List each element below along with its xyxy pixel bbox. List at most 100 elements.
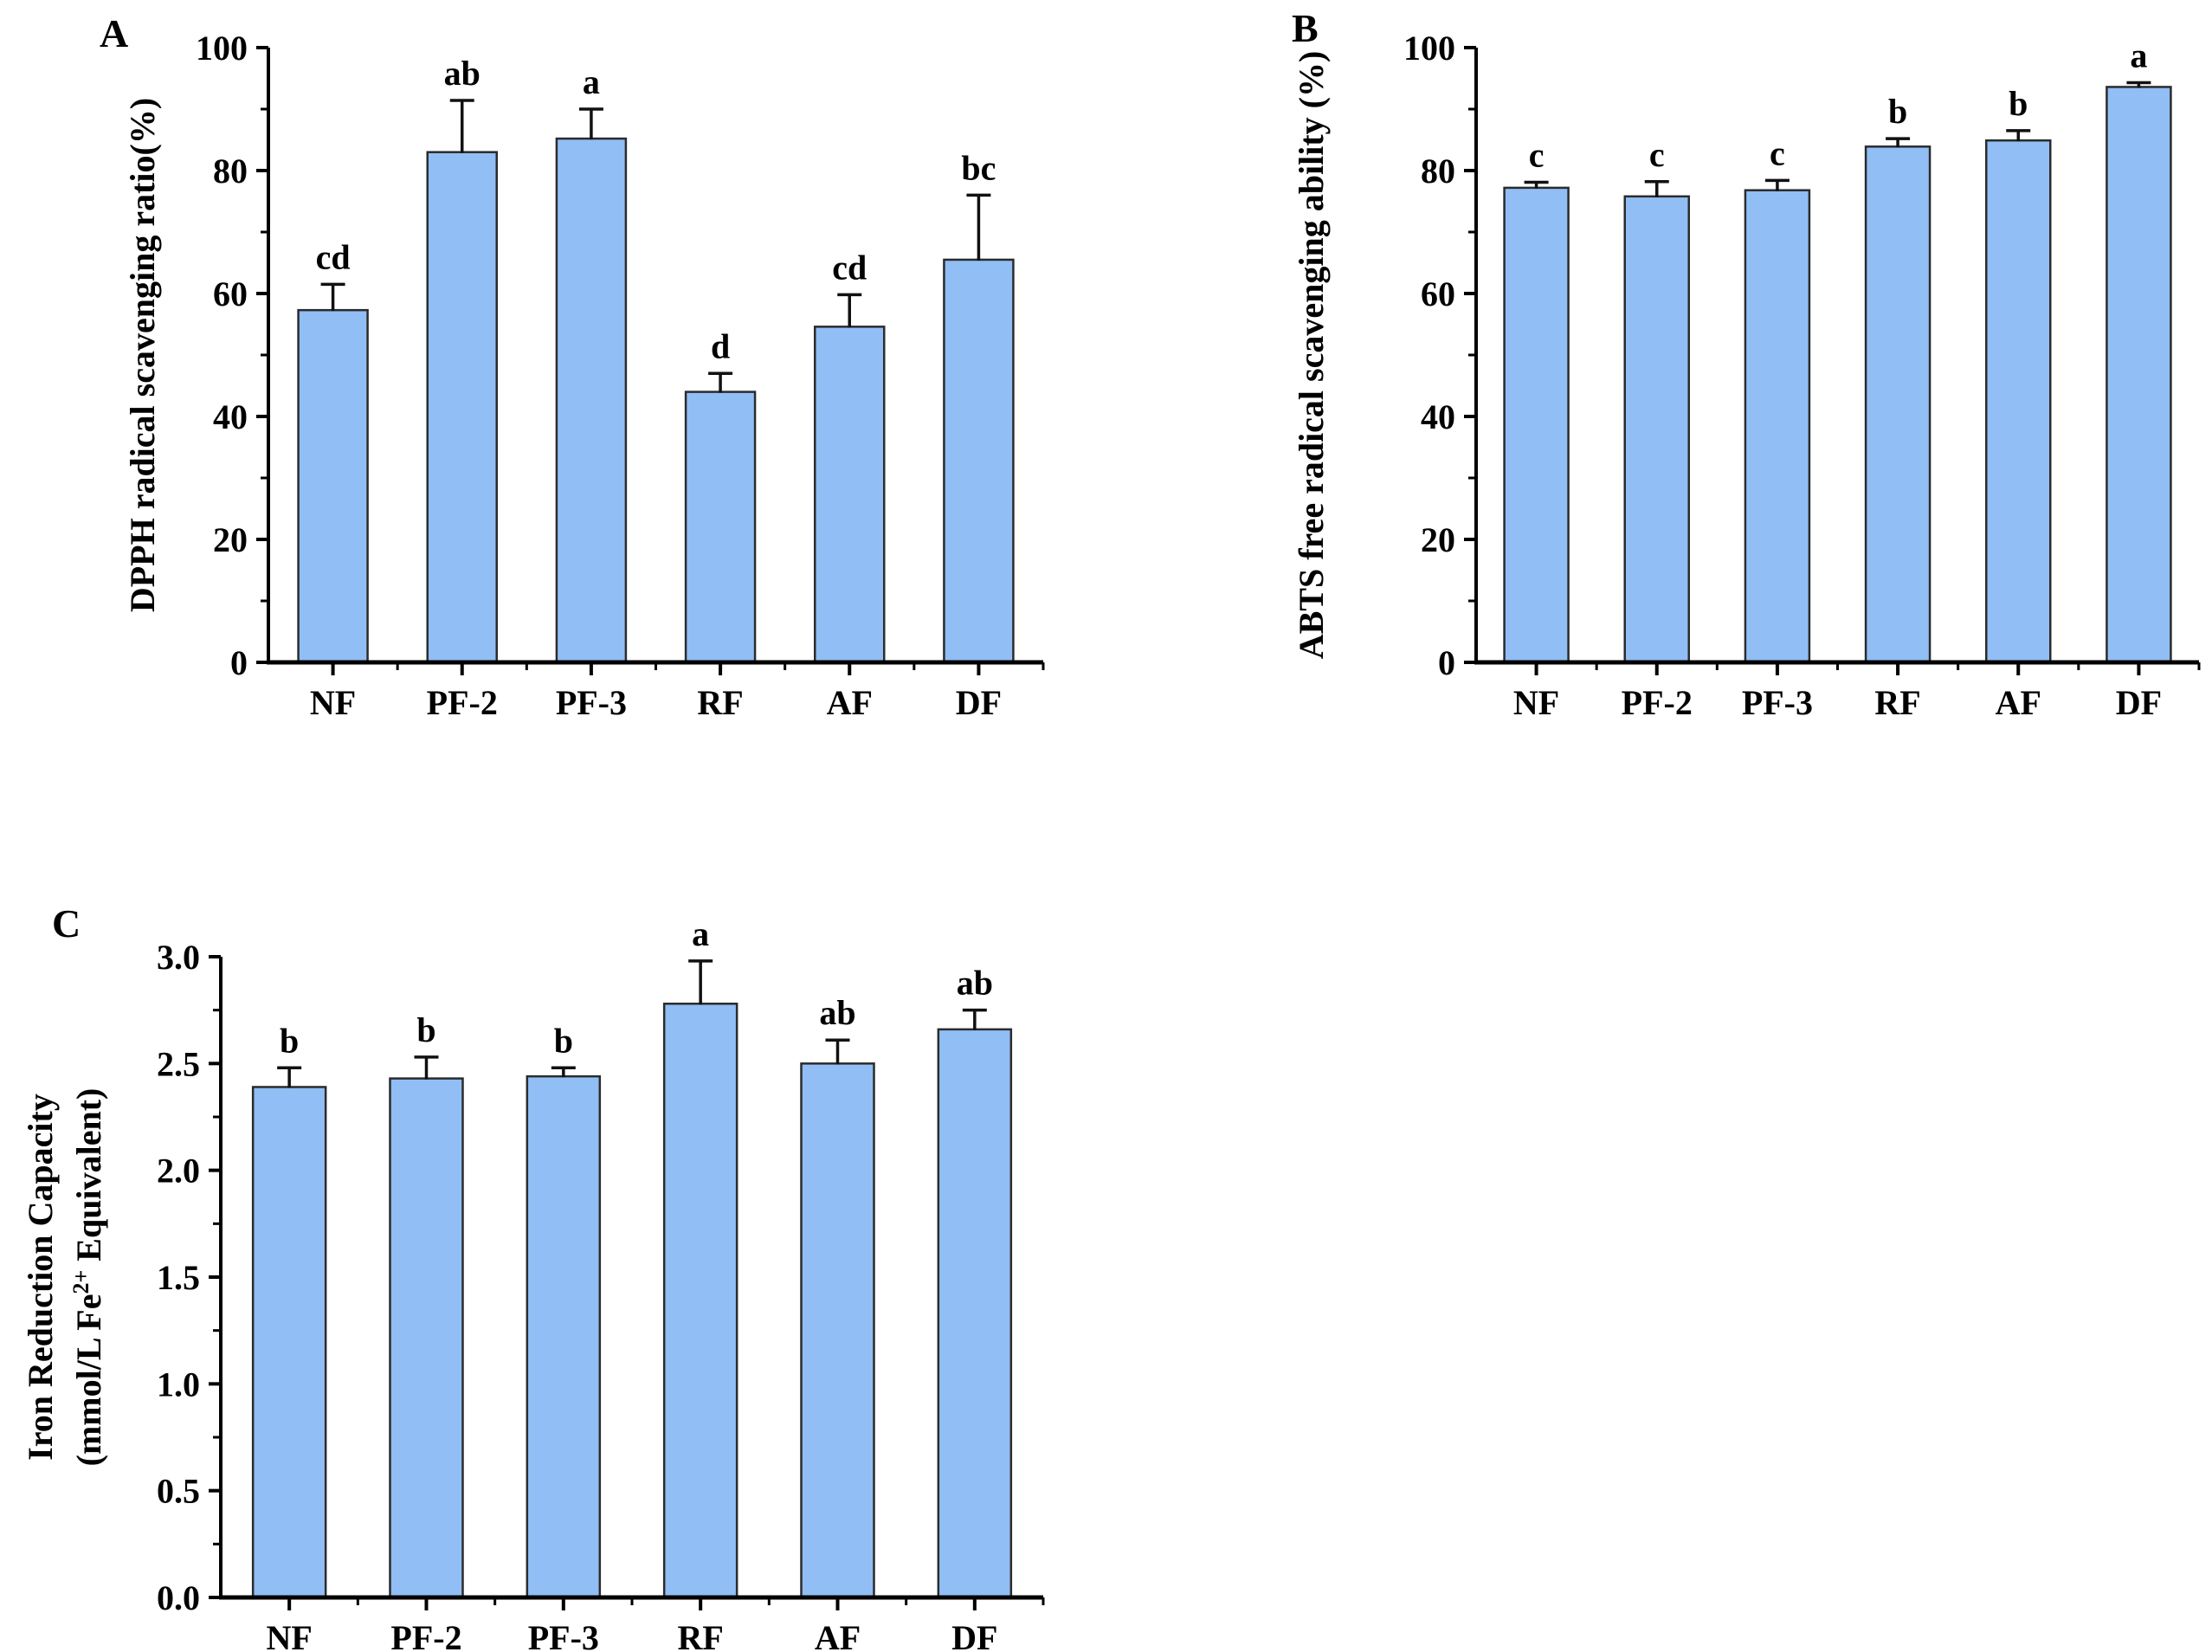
sig-letters-group: b b b a ab ab	[280, 914, 993, 1060]
y-axis-title-line2: (mmol/L Fe2+ Equivalent)	[68, 1088, 108, 1467]
sig-letter-PF-3: b	[554, 1021, 573, 1060]
y-axis-title-line1-segment: ABTS free radical scavenging ability (%)	[1292, 51, 1331, 660]
bar-PF-2	[389, 1077, 464, 1599]
y-axis: 0.0 0.5 1.0 1.5 2.0 2.5 3.0	[157, 938, 222, 1617]
sig-letter-PF-3: a	[583, 62, 600, 101]
panel-c-letter: C	[52, 901, 81, 945]
y-tick-label: 60	[1421, 274, 1455, 313]
y-tick-label: 2.5	[157, 1044, 200, 1083]
bar-DF	[937, 1028, 1013, 1599]
y-axis-title-line1: ABTS free radical scavenging ability (%)	[1292, 51, 1331, 660]
x-category-label-AF: AF	[827, 683, 873, 722]
bar-NF	[1503, 186, 1570, 664]
y-tick-label: 2.0	[157, 1152, 200, 1191]
bar-NF	[297, 308, 369, 664]
x-category-label-DF: DF	[956, 683, 1002, 722]
y-tick-label: 40	[1421, 397, 1455, 436]
x-category-label-RF: RF	[697, 683, 743, 722]
sig-letters-group: c c c b b a	[1529, 35, 2148, 174]
bar-PF-2	[426, 151, 498, 664]
sig-letter-PF-2: c	[1649, 135, 1665, 174]
bar-RF	[684, 390, 757, 664]
sig-letter-PF-2: ab	[444, 54, 480, 93]
y-tick-label: 1.0	[157, 1365, 200, 1404]
sig-letters-group: cd ab a d cd bc	[316, 54, 996, 365]
x-category-label-NF: NF	[1513, 683, 1559, 722]
bar-PF-3	[555, 137, 628, 664]
x-category-label-NF: NF	[267, 1618, 313, 1652]
x-category-label-AF: AF	[815, 1618, 861, 1652]
x-category-label-RF: RF	[1874, 683, 1920, 722]
sig-letter-AF: b	[2009, 84, 2028, 123]
y-tick-label: 0	[1438, 643, 1455, 682]
bar-DF	[2106, 86, 2172, 664]
abts-bar-chart: c c c b b a 0 20 40 60 80 100 NF PF-2 PF-3 RF AF DF ABTS f…	[1292, 29, 2201, 722]
panel-iron-reduction: C b b b a ab ab 0.0 0.5 1.0 1.5 2.0 2.5 3.0 NF PF-2 PF-…	[17, 892, 1082, 1652]
bars-group	[297, 137, 1015, 664]
bar-RF	[662, 1003, 738, 1599]
bar-RF	[1864, 145, 1931, 664]
iron-reduction-bar-chart: b b b a ab ab 0.0 0.5 1.0 1.5 2.0 2.5 3.0 NF PF-2 PF-3 R…	[21, 914, 1045, 1652]
panel-b-letter: B	[1292, 6, 1319, 50]
y-tick-label: 1.5	[157, 1258, 200, 1297]
y-tick-label: 80	[213, 152, 248, 190]
sig-letter-PF-3: c	[1770, 133, 1785, 172]
bar-AF	[800, 1062, 875, 1599]
y-tick-label: 100	[1403, 29, 1455, 68]
sig-letter-DF: ab	[957, 964, 993, 1003]
y-tick-label: 40	[213, 397, 248, 436]
x-category-label-DF: DF	[951, 1618, 997, 1652]
error-bars-group	[1524, 81, 2151, 197]
y-axis-title-line1: DPPH radical scavenging ratio(%)	[123, 98, 162, 612]
y-tick-label: 3.0	[157, 938, 200, 977]
sig-letter-DF: a	[2130, 35, 2147, 74]
sig-letter-NF: c	[1529, 135, 1545, 174]
x-axis: NF PF-2 PF-3 RF AF DF	[267, 660, 1045, 722]
x-category-label-PF-3: PF-3	[528, 1618, 599, 1652]
y-axis-title-line1: Iron Reduction Capacity	[21, 1094, 60, 1461]
panel-dpph: A cd ab a d cd bc 0 20 40 60 80 100 NF PF-2 PF-3 RF AF DF…	[65, 9, 1074, 797]
bar-PF-3	[526, 1074, 602, 1599]
panel-abts: B c c c b b a 0 20 40 60 80 100 NF PF-2 PF-3 RF AF DF ABTS…	[1281, 9, 2212, 797]
error-bars-group	[320, 99, 991, 393]
x-category-label-PF-3: PF-3	[1742, 683, 1813, 722]
sig-letter-RF: a	[692, 914, 709, 953]
x-axis: NF PF-2 PF-3 RF AF DF	[219, 1595, 1045, 1652]
error-bars-group	[277, 959, 987, 1088]
y-axis-title-line2-segment: Equivalent)	[69, 1088, 108, 1270]
y-axis-title-line1-segment: DPPH radical scavenging ratio(%)	[123, 98, 162, 612]
x-category-label-PF-2: PF-2	[390, 1618, 461, 1652]
x-category-label-PF-3: PF-3	[556, 683, 627, 722]
x-category-label-PF-2: PF-2	[1622, 683, 1693, 722]
sig-letter-NF: cd	[316, 237, 351, 276]
y-axis: 0 20 40 60 80 100	[196, 29, 270, 682]
bars-group	[251, 1003, 1013, 1599]
y-tick-label: 0	[230, 643, 248, 682]
bars-group	[1503, 86, 2172, 664]
y-axis-title-line2-segment: 2+	[68, 1270, 94, 1294]
bar-DF	[943, 258, 1015, 664]
dpph-bar-chart: cd ab a d cd bc 0 20 40 60 80 100 NF PF-2 PF-3 RF AF DF DP…	[123, 29, 1045, 722]
x-category-label-RF: RF	[678, 1618, 724, 1652]
sig-letter-AF: ab	[819, 993, 855, 1032]
y-axis-title-line1-segment: Iron Reduction Capacity	[21, 1094, 60, 1461]
bar-AF	[814, 326, 886, 664]
x-category-label-NF: NF	[310, 683, 356, 722]
sig-letter-DF: bc	[961, 148, 996, 187]
sig-letter-RF: b	[1888, 92, 1907, 131]
bar-PF-3	[1744, 189, 1811, 664]
sig-letter-AF: cd	[832, 248, 867, 287]
y-tick-label: 80	[1421, 152, 1455, 190]
sig-letter-RF: d	[711, 326, 730, 365]
y-tick-label: 20	[1421, 520, 1455, 559]
y-tick-label: 0.5	[157, 1472, 200, 1511]
bar-PF-2	[1623, 195, 1690, 664]
x-axis: NF PF-2 PF-3 RF AF DF	[1474, 660, 2201, 722]
x-category-label-AF: AF	[1996, 683, 2041, 722]
panel-a-letter: A	[100, 11, 129, 55]
y-axis-title-line2-segment: (mmol/L Fe	[69, 1294, 108, 1467]
y-tick-label: 60	[213, 274, 248, 313]
y-axis: 0 20 40 60 80 100	[1403, 29, 1478, 682]
bar-NF	[251, 1086, 327, 1599]
